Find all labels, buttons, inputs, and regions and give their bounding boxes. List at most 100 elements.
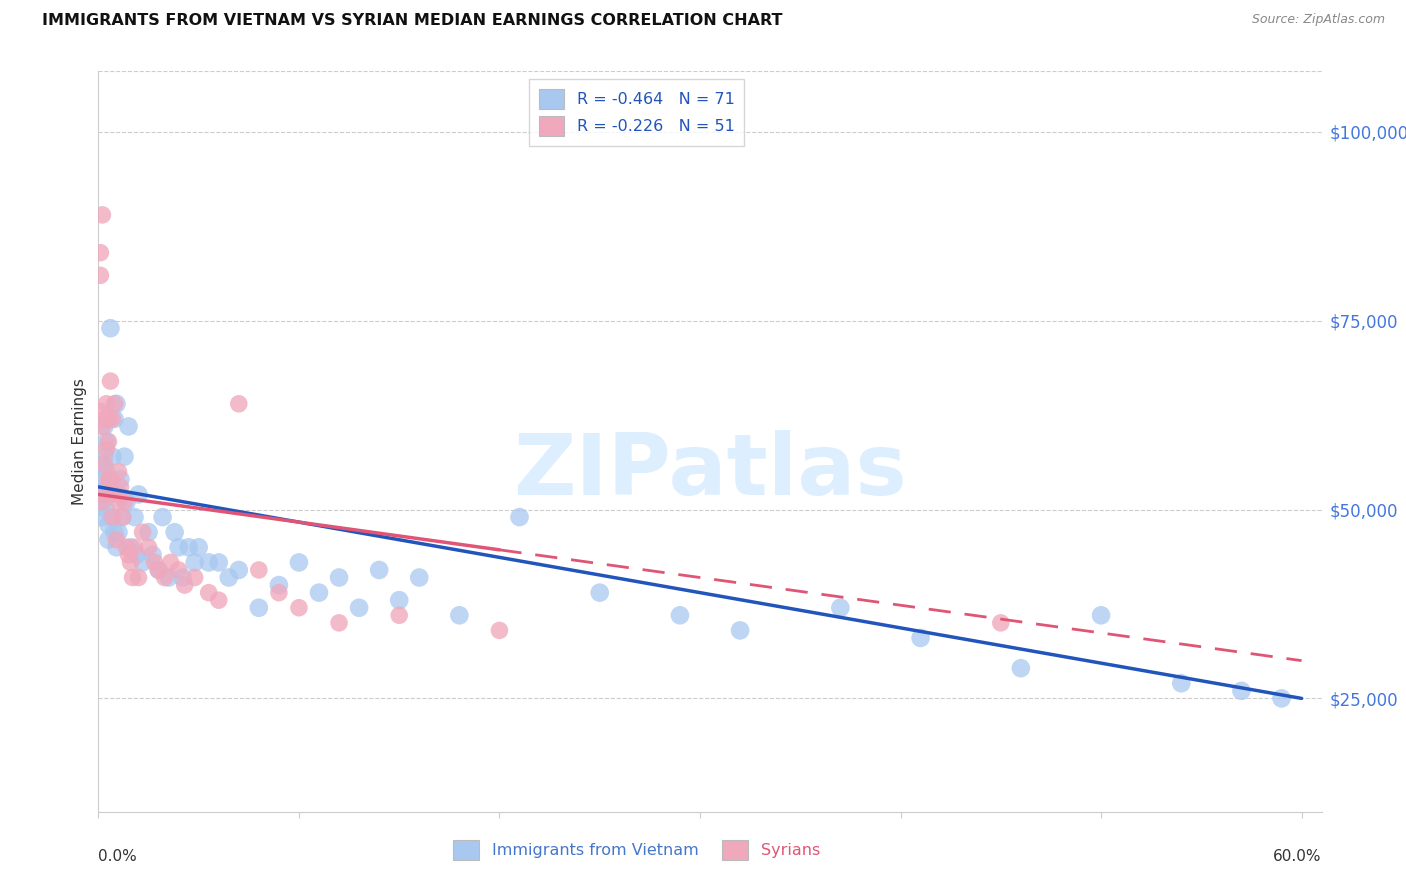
Point xyxy=(167,563,190,577)
Point xyxy=(125,548,148,562)
Point xyxy=(247,563,270,577)
Point xyxy=(830,600,852,615)
Point xyxy=(208,593,231,607)
Point xyxy=(131,556,153,570)
Point xyxy=(288,556,311,570)
Point xyxy=(91,495,114,509)
Point xyxy=(669,608,692,623)
Point xyxy=(100,472,122,486)
Point xyxy=(91,208,114,222)
Point xyxy=(1010,661,1032,675)
Point xyxy=(187,541,209,555)
Point xyxy=(117,419,139,434)
Point xyxy=(228,397,250,411)
Point xyxy=(105,533,128,547)
Point xyxy=(148,563,170,577)
Legend: Immigrants from Vietnam, Syrians: Immigrants from Vietnam, Syrians xyxy=(447,833,827,867)
Point xyxy=(267,578,290,592)
Point xyxy=(101,412,124,426)
Point xyxy=(93,450,115,464)
Point xyxy=(177,541,200,555)
Point xyxy=(103,397,125,411)
Point xyxy=(128,570,150,584)
Point xyxy=(111,510,134,524)
Point xyxy=(103,525,125,540)
Point xyxy=(990,615,1012,630)
Point xyxy=(91,419,114,434)
Point xyxy=(347,600,370,615)
Point xyxy=(97,487,120,501)
Point xyxy=(100,472,122,486)
Point xyxy=(488,624,510,638)
Point xyxy=(167,541,190,555)
Point xyxy=(96,465,118,479)
Point xyxy=(107,525,129,540)
Point xyxy=(197,556,219,570)
Point xyxy=(101,510,124,524)
Point xyxy=(208,556,231,570)
Point xyxy=(1270,691,1292,706)
Point xyxy=(228,563,250,577)
Point xyxy=(218,570,240,584)
Point xyxy=(138,525,160,540)
Point xyxy=(103,487,125,501)
Point xyxy=(115,495,138,509)
Point xyxy=(101,510,124,524)
Text: Source: ZipAtlas.com: Source: ZipAtlas.com xyxy=(1251,13,1385,27)
Point xyxy=(449,608,471,623)
Point xyxy=(121,570,143,584)
Point xyxy=(247,600,270,615)
Point xyxy=(100,374,122,388)
Point xyxy=(97,412,120,426)
Point xyxy=(157,570,180,584)
Point xyxy=(120,541,142,555)
Point xyxy=(328,570,350,584)
Point xyxy=(105,541,128,555)
Text: 60.0%: 60.0% xyxy=(1274,849,1322,863)
Point xyxy=(368,563,391,577)
Point xyxy=(1170,676,1192,690)
Point xyxy=(589,585,612,599)
Point xyxy=(308,585,330,599)
Point xyxy=(89,404,111,418)
Point xyxy=(114,495,136,509)
Point xyxy=(148,563,170,577)
Point xyxy=(197,585,219,599)
Point xyxy=(97,480,120,494)
Point xyxy=(96,434,118,449)
Point xyxy=(91,510,114,524)
Point xyxy=(131,525,153,540)
Point xyxy=(89,457,111,471)
Point xyxy=(97,517,120,532)
Point xyxy=(91,472,114,486)
Point xyxy=(153,570,176,584)
Point xyxy=(328,615,350,630)
Point xyxy=(728,624,751,638)
Point xyxy=(89,487,111,501)
Point xyxy=(111,510,134,524)
Point xyxy=(138,541,160,555)
Point xyxy=(142,548,165,562)
Point xyxy=(93,487,115,501)
Point xyxy=(107,487,129,501)
Point xyxy=(388,593,411,607)
Point xyxy=(173,578,195,592)
Point xyxy=(124,510,146,524)
Point xyxy=(1090,608,1112,623)
Text: ZIPatlas: ZIPatlas xyxy=(513,430,907,513)
Point xyxy=(93,419,115,434)
Text: 0.0%: 0.0% xyxy=(98,849,138,863)
Point xyxy=(117,548,139,562)
Point xyxy=(128,487,150,501)
Point xyxy=(100,321,122,335)
Point xyxy=(110,480,132,494)
Point xyxy=(93,457,115,471)
Point xyxy=(172,570,194,584)
Point xyxy=(103,412,125,426)
Point xyxy=(101,450,124,464)
Point xyxy=(97,533,120,547)
Point xyxy=(124,541,146,555)
Point xyxy=(97,434,120,449)
Point xyxy=(93,412,115,426)
Point xyxy=(183,570,205,584)
